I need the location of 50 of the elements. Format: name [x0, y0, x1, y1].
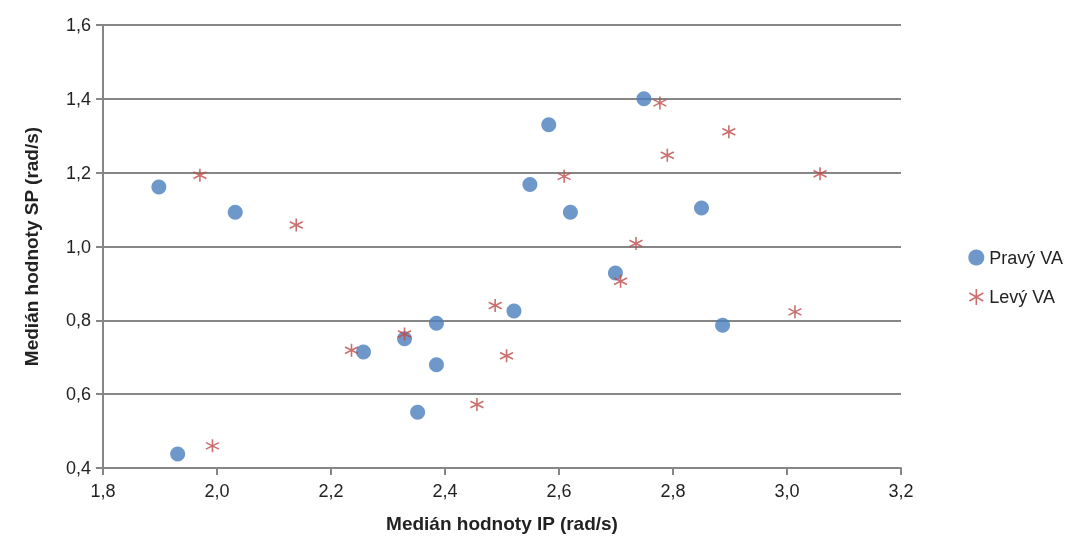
point — [541, 117, 557, 133]
point — [499, 348, 514, 364]
legend-label: Pravý VA — [989, 247, 1063, 268]
point — [694, 200, 709, 216]
point — [721, 124, 737, 139]
point — [397, 326, 412, 342]
x-tick-label: 2,6 — [546, 481, 572, 501]
point — [652, 95, 668, 111]
point — [410, 404, 426, 420]
point — [227, 204, 243, 220]
x-tick-label: 2,0 — [204, 481, 230, 501]
point — [715, 317, 731, 333]
point — [288, 217, 304, 233]
point — [636, 91, 652, 107]
y-tick-label: 0,4 — [65, 458, 91, 478]
point — [151, 179, 167, 195]
x-tick-label: 3,2 — [888, 481, 914, 501]
y-tick-label: 0,6 — [65, 384, 91, 405]
y-tick-label: 1,2 — [65, 162, 91, 183]
x-tick-label: 1,8 — [90, 481, 116, 501]
x-tick-label: 2,4 — [432, 481, 458, 501]
y-tick-label: 1,6 — [65, 15, 91, 35]
y-tick-label: 1,4 — [65, 88, 91, 109]
point — [170, 446, 186, 462]
x-axis-title: Medián hodnoty IP (rad/s) — [386, 513, 618, 534]
point — [613, 273, 628, 289]
point — [192, 167, 208, 183]
point — [469, 397, 485, 412]
x-tick-label: 2,2 — [318, 481, 344, 501]
legend-label: Levý VA — [989, 287, 1056, 307]
x-tick-label: 3,0 — [774, 481, 800, 501]
point — [556, 169, 572, 184]
point — [628, 236, 644, 251]
y-tick-label: 0,8 — [65, 310, 91, 331]
point — [205, 438, 220, 454]
point — [787, 304, 803, 320]
y-tick-label: 1,0 — [65, 236, 91, 257]
point — [428, 357, 444, 373]
point — [607, 265, 623, 281]
point — [506, 303, 522, 319]
x-tick-label: 2,8 — [660, 481, 686, 501]
point — [812, 166, 828, 182]
point — [356, 344, 371, 360]
point — [522, 176, 538, 192]
point — [562, 204, 578, 220]
point — [428, 315, 444, 331]
point — [487, 298, 503, 313]
y-axis-title: Medián hodnoty SP (rad/s) — [21, 126, 42, 367]
point — [344, 342, 359, 358]
point — [660, 148, 675, 163]
